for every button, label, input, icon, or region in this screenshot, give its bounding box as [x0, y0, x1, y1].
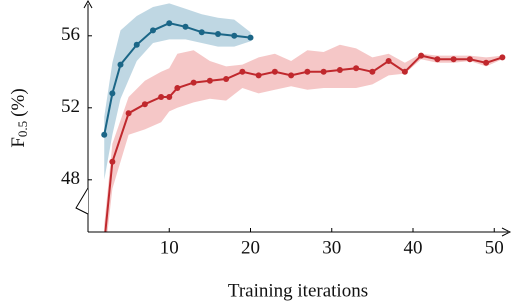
point	[418, 52, 425, 59]
x-tick-label: 10	[160, 237, 179, 258]
point	[117, 61, 124, 68]
point	[288, 72, 295, 79]
point	[101, 240, 107, 246]
point	[109, 158, 116, 165]
point	[483, 59, 490, 66]
point	[499, 54, 506, 61]
x-axis-label: Training iterations	[228, 280, 368, 301]
point	[336, 67, 343, 73]
point	[320, 68, 327, 75]
x-tick-label: 50	[485, 237, 504, 258]
point	[101, 131, 108, 138]
x-tick-label: 20	[241, 237, 260, 258]
y-tick-label: 48	[61, 168, 80, 189]
point	[450, 56, 457, 63]
point	[166, 94, 173, 100]
point	[353, 65, 360, 72]
y-label-main: F	[8, 137, 29, 148]
point	[215, 31, 221, 37]
point	[133, 41, 140, 48]
point	[223, 76, 230, 82]
point	[239, 68, 246, 75]
y-axis-arrow	[83, 0, 93, 9]
y-axis-label: F0.5 (%)	[8, 88, 30, 147]
point	[182, 23, 189, 30]
point	[385, 58, 392, 64]
x-tick-label: 40	[404, 237, 423, 258]
y-label-sub: 0.5	[15, 121, 30, 137]
point	[255, 72, 262, 79]
point	[231, 32, 238, 39]
point	[434, 56, 441, 63]
point	[369, 68, 376, 75]
point	[198, 29, 205, 36]
point	[174, 85, 181, 91]
error-band	[104, 44, 503, 232]
point	[150, 27, 156, 34]
point	[304, 68, 311, 75]
point	[125, 110, 132, 117]
point	[158, 94, 165, 100]
point	[466, 56, 473, 63]
y-tick-label: 56	[61, 24, 80, 45]
x-tick-label: 30	[322, 237, 341, 258]
point	[141, 101, 148, 108]
point	[190, 79, 197, 86]
point	[247, 34, 254, 41]
point	[166, 20, 173, 27]
axis-break	[75, 187, 89, 215]
point	[109, 90, 116, 97]
point	[271, 68, 278, 75]
x-axis-arrow	[501, 227, 512, 237]
y-tick-label: 52	[61, 96, 80, 117]
point	[206, 77, 213, 84]
error-band	[104, 3, 251, 180]
plot-area	[101, 3, 506, 246]
y-label-unit: (%)	[8, 88, 29, 116]
point	[401, 68, 408, 75]
